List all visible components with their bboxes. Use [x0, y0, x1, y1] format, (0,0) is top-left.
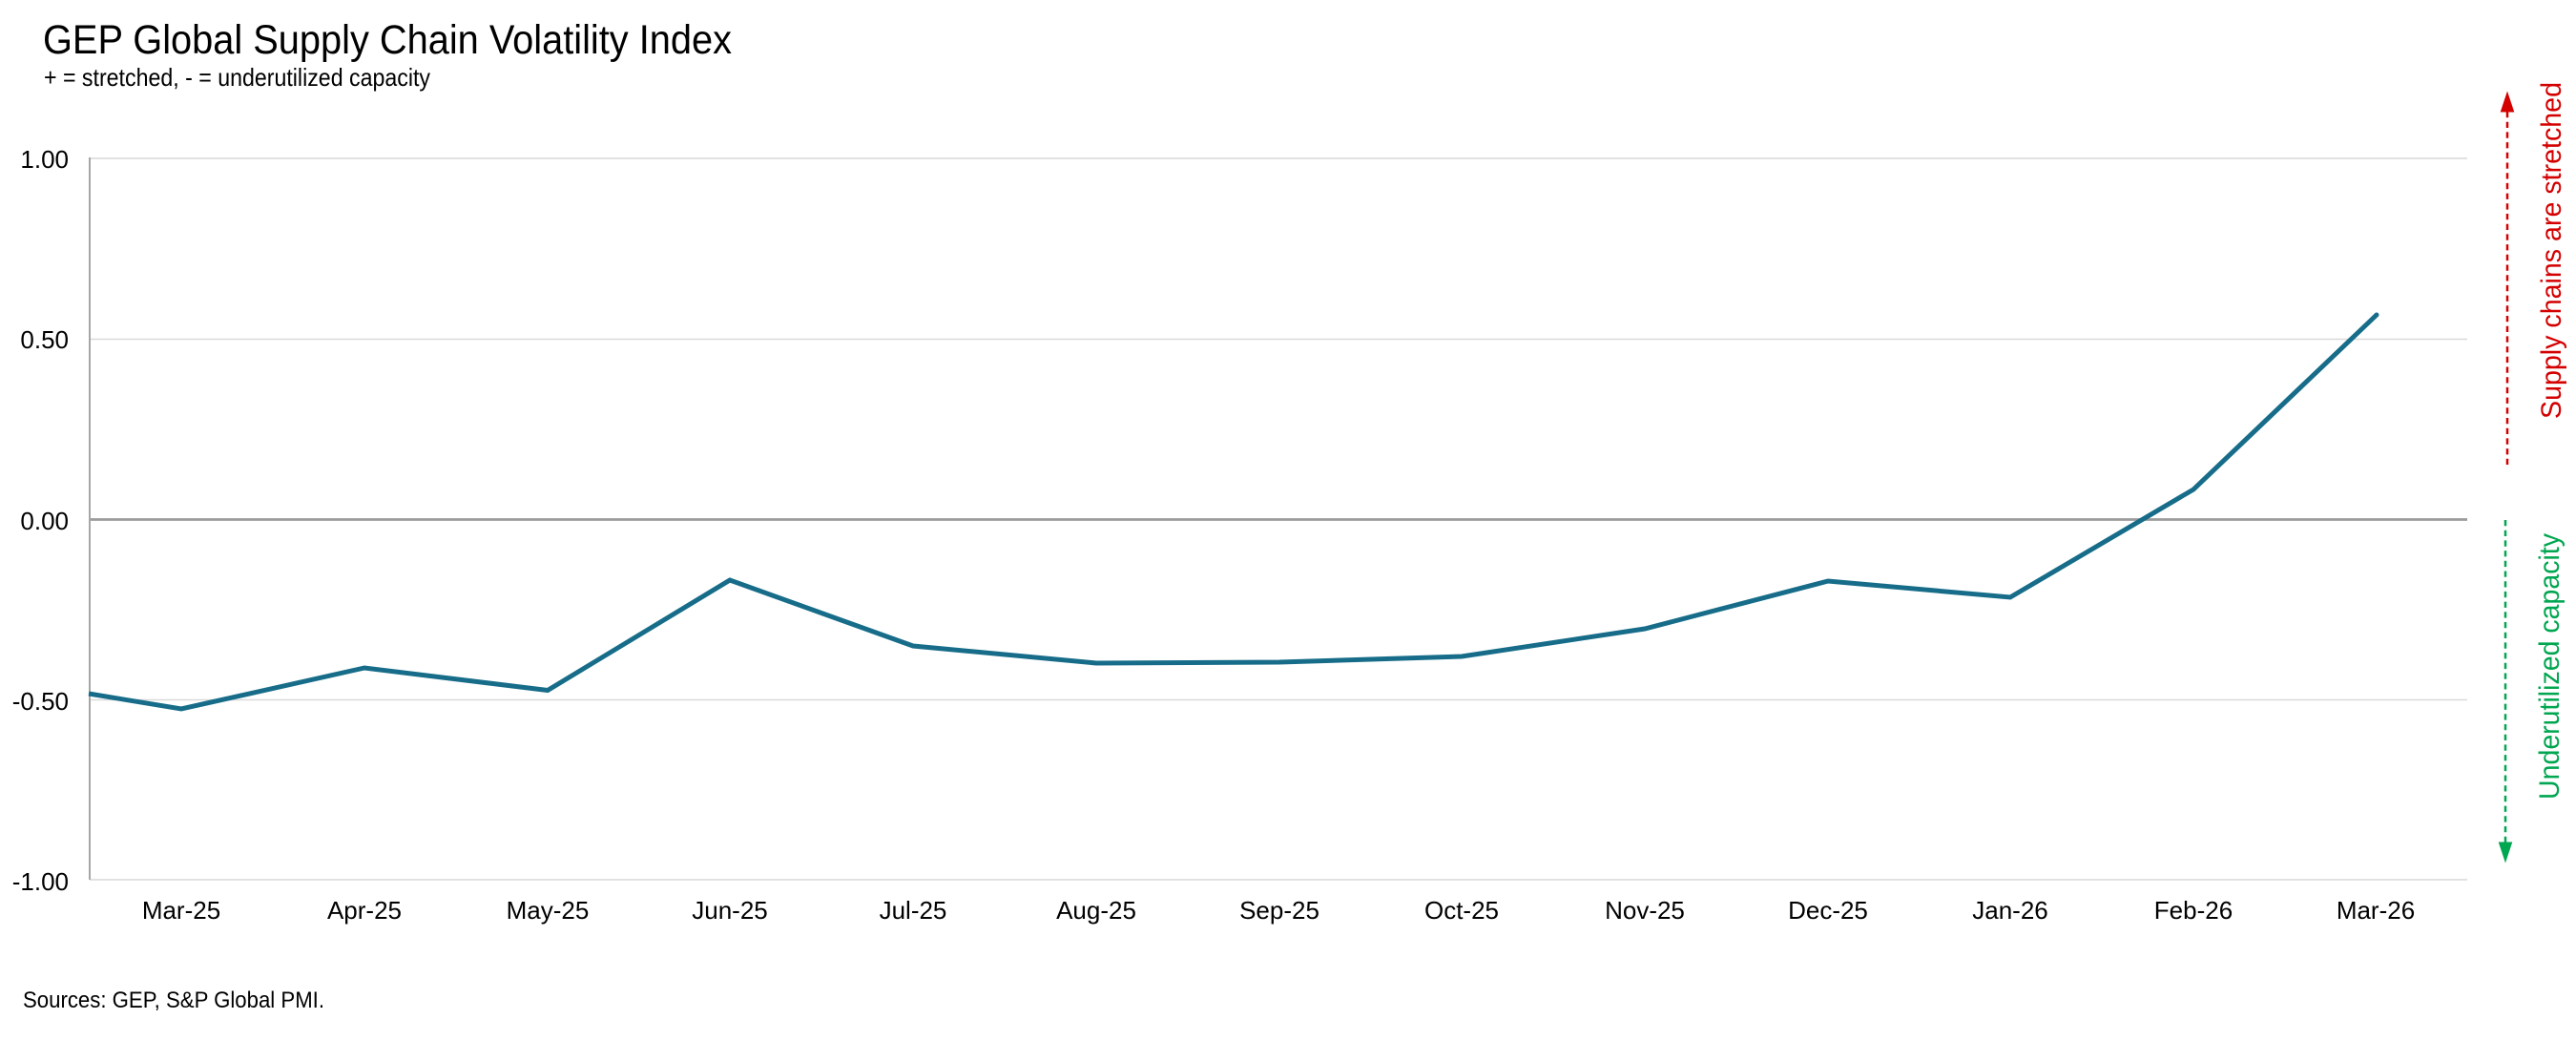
svg-text:0.00: 0.00 — [20, 507, 69, 535]
svg-text:Nov-25: Nov-25 — [1605, 896, 1685, 925]
svg-text:Aug-25: Aug-25 — [1056, 896, 1136, 925]
svg-text:GEP Global Supply Chain Volati: GEP Global Supply Chain Volatility Index — [43, 17, 732, 63]
svg-text:1.00: 1.00 — [20, 145, 69, 174]
svg-text:Apr-25: Apr-25 — [327, 896, 402, 925]
svg-text:Sources: GEP, S&P Global PMI.: Sources: GEP, S&P Global PMI. — [23, 988, 324, 1013]
svg-text:0.50: 0.50 — [20, 325, 69, 354]
svg-text:Underutilized capacity: Underutilized capacity — [2534, 533, 2566, 800]
svg-text:-0.50: -0.50 — [12, 687, 69, 716]
svg-text:+ = stretched, - = underutiliz: + = stretched, - = underutilized capacit… — [44, 63, 430, 92]
svg-text:Feb-26: Feb-26 — [2154, 896, 2233, 925]
svg-text:May-25: May-25 — [507, 896, 590, 925]
svg-text:Mar-26: Mar-26 — [2337, 896, 2415, 925]
svg-text:Oct-25: Oct-25 — [1424, 896, 1499, 925]
svg-text:Jul-25: Jul-25 — [880, 896, 947, 925]
svg-text:Sep-25: Sep-25 — [1239, 896, 1319, 925]
svg-text:-1.00: -1.00 — [12, 867, 69, 896]
svg-text:Dec-25: Dec-25 — [1788, 896, 1868, 925]
svg-text:Supply chains are stretched: Supply chains are stretched — [2536, 82, 2567, 419]
svg-text:Jan-26: Jan-26 — [1972, 896, 2048, 925]
svg-text:Mar-25: Mar-25 — [142, 896, 220, 925]
svg-text:Jun-25: Jun-25 — [692, 896, 768, 925]
